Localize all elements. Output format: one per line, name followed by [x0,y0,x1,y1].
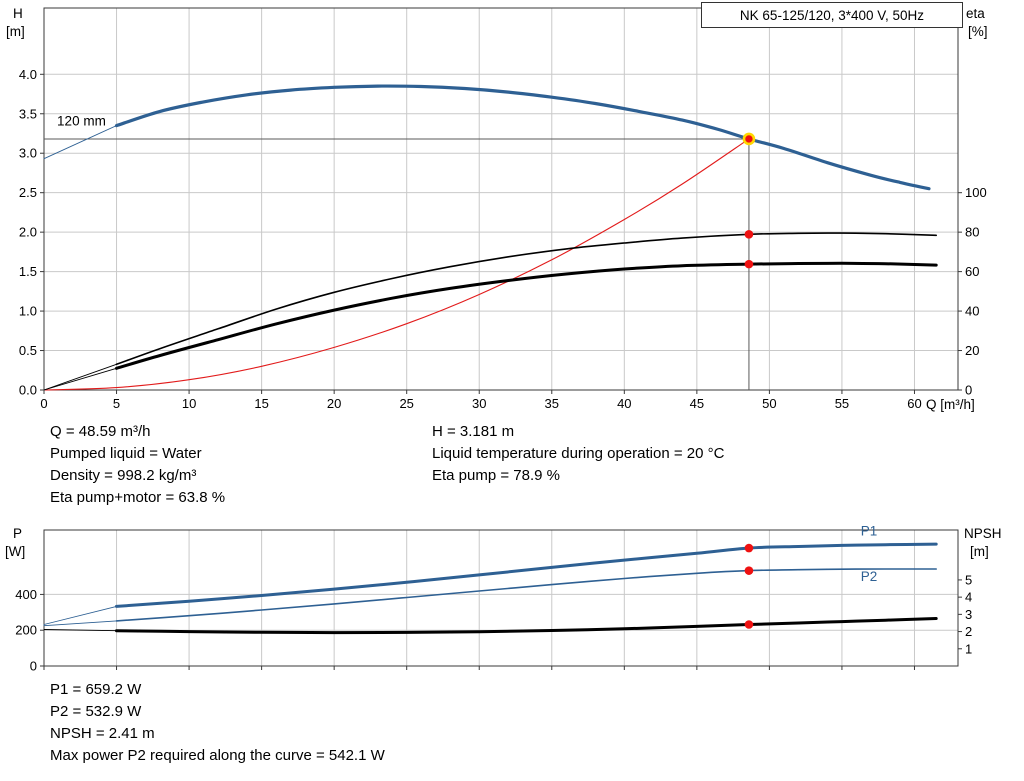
x-tick-label: 60 [907,396,921,411]
result-density: Density = 998.2 kg/m³ [50,467,197,484]
pump-model-label: NK 65-125/120, 3*400 V, 50Hz [739,7,925,23]
result-max-power: Max power P2 required along the curve = … [50,747,385,764]
eta-pump-motor-fan-line [43,367,117,391]
p2-fan-line [43,620,117,627]
x-tick-label: 55 [835,396,849,411]
y-left-tick-label: 1.5 [19,264,37,279]
p1-curve [115,542,938,608]
x-tick-label: 35 [545,396,559,411]
axis-label: H [13,6,23,21]
y-left-tick-label: 0.5 [19,343,37,358]
x-tick-label: 10 [182,396,196,411]
result-eta-pump: Eta pump = 78.9 % [432,467,560,484]
y-right-tick-label: 100 [965,185,987,200]
duty-results-right: H = 3.181 m Liquid temperature during op… [432,421,724,487]
result-pumped-liquid: Pumped liquid = Water [50,445,202,462]
power-results: P1 = 659.2 W P2 = 532.9 W NPSH = 2.41 m … [50,679,385,767]
result-liquid-temperature: Liquid temperature during operation = 20… [432,445,725,462]
x-tick-label: 0 [40,396,47,411]
y-right-tick-label: 20 [965,343,979,358]
x-tick-label: 5 [113,396,120,411]
x-tick-label: 50 [762,396,776,411]
y-left-tick-label: 1.0 [19,304,37,319]
y-right-tick-label: 1 [965,641,972,656]
x-tick-label: 15 [254,396,268,411]
y-right-tick-label: 4 [965,590,972,605]
axis-label: [W] [5,544,25,559]
axis-label: NPSH [964,526,1002,541]
axis-label: [%] [968,24,988,39]
system-curve [43,138,750,391]
y-left-tick-label: 3.0 [19,146,37,161]
x-tick-label: 25 [399,396,413,411]
y-left-tick-label: 2.5 [19,185,37,200]
x-tick-label: 20 [327,396,341,411]
y-right-tick-label: 5 [965,572,972,587]
eta-pump-motor-point [744,259,754,269]
result-p1: P1 = 659.2 W [50,681,142,698]
head-fan-line [43,125,117,160]
x-tick-label: 30 [472,396,486,411]
y-left-tick-label: 2.0 [19,225,37,240]
y-right-tick-label: 80 [965,225,979,240]
annotation-120-mm: 120 mm [57,114,106,129]
x-tick-label: 45 [690,396,704,411]
y-right-tick-label: 0 [965,383,972,398]
result-npsh: NPSH = 2.41 m [50,725,155,742]
y-right-tick-label: 2 [965,624,972,639]
eta-pump-curve [115,232,937,366]
plot-border [43,7,959,391]
y-left-tick-label: 400 [15,587,37,602]
duty-results-left: Q = 48.59 m³/h Pumped liquid = Water Den… [50,421,225,509]
y-left-tick-label: 200 [15,623,37,638]
x-tick-label: 40 [617,396,631,411]
eta-pump-fan-line [43,363,117,391]
y-right-tick-label: 40 [965,304,979,319]
p1-point [744,543,754,553]
y-left-tick-label: 4.0 [19,67,37,82]
pump-model-box: NK 65-125/120, 3*400 V, 50Hz [701,2,963,28]
result-eta-pump-motor: Eta pump+motor = 63.8 % [50,489,226,506]
eta-pump-point [744,230,754,239]
axis-label: P [13,526,22,541]
p1-fan-line [43,605,117,625]
axis-label: Q [m³/h] [926,397,975,412]
axis-label: [m] [6,24,25,39]
axis-label: [m] [970,544,989,559]
result-p2: P2 = 532.9 W [50,703,142,720]
axis-label: eta [966,6,985,21]
p2-point [744,566,754,575]
head-curve [114,84,931,191]
y-right-tick-label: 60 [965,264,979,279]
eta-pump-motor-curve [115,261,938,370]
y-left-tick-label: 3.5 [19,106,37,121]
annotation-p1: P1 [861,524,878,539]
y-right-tick-label: 3 [965,607,972,622]
result-flow: Q = 48.59 m³/h [50,423,151,440]
y-left-tick-label: 0 [30,659,37,674]
p2-curve [115,568,937,622]
npsh-fan-line [43,629,117,632]
annotation-p2: P2 [861,569,878,584]
y-left-tick-label: 0.0 [19,383,37,398]
result-head: H = 3.181 m [432,423,515,440]
npsh-point [744,620,754,629]
npsh-curve [115,617,938,635]
duty-point[interactable] [742,132,756,146]
plot-border [43,529,959,667]
